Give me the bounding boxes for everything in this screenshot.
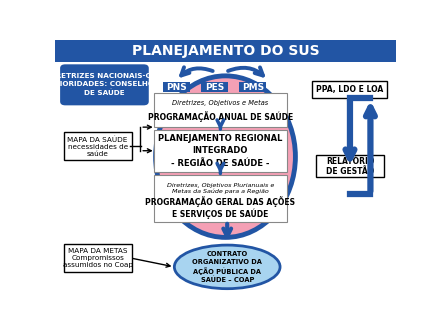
FancyBboxPatch shape bbox=[163, 82, 190, 92]
Text: PLANEJAMENTO DO SUS: PLANEJAMENTO DO SUS bbox=[132, 44, 319, 58]
Text: PROGRAMAÇÃO GERAL DAS AÇÕES
E SERVIÇOS DE SAÚDE: PROGRAMAÇÃO GERAL DAS AÇÕES E SERVIÇOS D… bbox=[145, 196, 295, 219]
Text: MAPA DA METAS
Compromissos
assumidos no Coap: MAPA DA METAS Compromissos assumidos no … bbox=[62, 248, 132, 268]
FancyBboxPatch shape bbox=[154, 174, 287, 222]
FancyBboxPatch shape bbox=[55, 40, 396, 62]
Text: PMS: PMS bbox=[242, 83, 264, 92]
Text: Diretrizes, Objetivos Plurianuais e
Metas da Saúde para a Região: Diretrizes, Objetivos Plurianuais e Meta… bbox=[167, 183, 274, 194]
FancyBboxPatch shape bbox=[63, 132, 132, 161]
FancyBboxPatch shape bbox=[60, 64, 149, 105]
FancyBboxPatch shape bbox=[154, 93, 287, 127]
Ellipse shape bbox=[174, 245, 280, 289]
Text: PROGRAMAÇÃO ANUAL DE SAÚDE: PROGRAMAÇÃO ANUAL DE SAÚDE bbox=[148, 112, 293, 122]
FancyBboxPatch shape bbox=[63, 244, 132, 272]
FancyBboxPatch shape bbox=[201, 82, 228, 92]
Text: MAPA DA SAÚDE
necessidades de
saúde: MAPA DA SAÚDE necessidades de saúde bbox=[67, 136, 128, 157]
FancyBboxPatch shape bbox=[154, 130, 287, 172]
FancyBboxPatch shape bbox=[239, 82, 266, 92]
Text: CONTRATO
ORGANIZATIVO DA
AÇÃO PÚBLICA DA
SAÚDE – COAP: CONTRATO ORGANIZATIVO DA AÇÃO PÚBLICA DA… bbox=[192, 251, 262, 283]
Text: PES: PES bbox=[205, 83, 224, 92]
FancyBboxPatch shape bbox=[312, 81, 388, 98]
Text: PNS: PNS bbox=[166, 83, 187, 92]
Text: DIRETRIZES NACIONAIS-CNS
PRIORIDADES: CONSELHOS
DE SAÚDE: DIRETRIZES NACIONAIS-CNS PRIORIDADES: CO… bbox=[47, 74, 162, 96]
Text: Diretrizes, Objetivos e Metas: Diretrizes, Objetivos e Metas bbox=[172, 100, 268, 107]
Ellipse shape bbox=[156, 76, 295, 237]
Text: PPA, LDO E LOA: PPA, LDO E LOA bbox=[316, 85, 384, 94]
Text: RELATÓRIO
DE GESTÃO: RELATÓRIO DE GESTÃO bbox=[326, 157, 374, 176]
Text: PLANEJAMENTO REGIONAL
INTEGRADO
- REGIÃO DE SAÚDE -: PLANEJAMENTO REGIONAL INTEGRADO - REGIÃO… bbox=[158, 134, 282, 168]
FancyBboxPatch shape bbox=[316, 155, 384, 177]
